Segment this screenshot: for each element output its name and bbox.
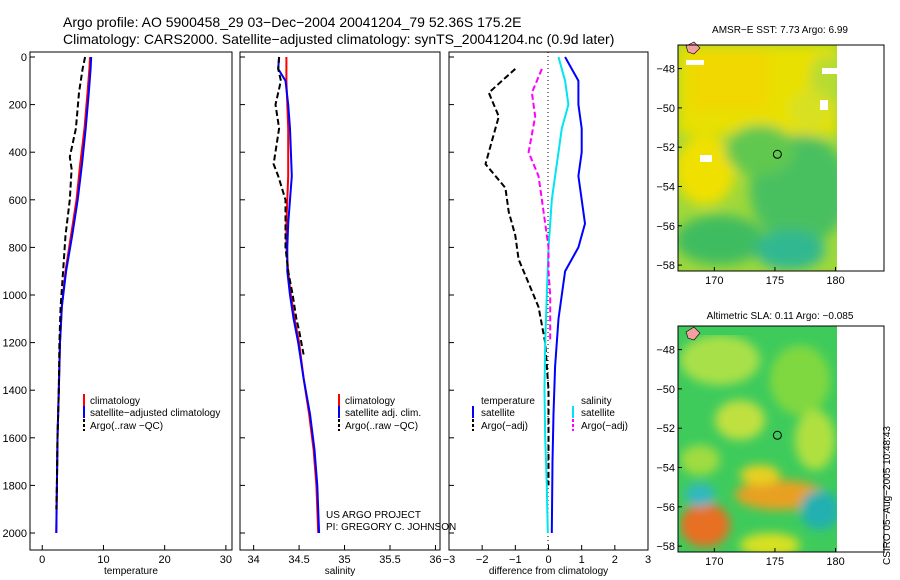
sst-map-title: AMSR−E SST: 7.73 Argo: 6.99: [712, 25, 848, 36]
map-y-tick-label: −48: [656, 64, 675, 76]
series-line: [527, 68, 552, 343]
x-tick-label: 3: [645, 554, 651, 566]
map-x-tick-label: 175: [766, 275, 784, 287]
salinity-legend: climatology satellite adj. clim. Argo(..…: [338, 394, 421, 432]
salinity-plot: 34 34.5 35 35.5 36 salinity: [240, 56, 442, 577]
series-line: [277, 56, 321, 534]
legend-label-sal-satellite: satellite: [581, 408, 615, 419]
land-patch: [685, 326, 701, 341]
map-y-tick-label: −52: [656, 142, 675, 154]
series-line: [285, 57, 320, 534]
temperature-plot: 0 10 20 30 0 200 400 600 800 1000 1200 1400 1600 1800…: [3, 52, 232, 577]
y-tick-label: 600: [9, 195, 27, 207]
legend-label-temp-satellite: satellite: [481, 408, 515, 419]
credit-line-1: US ARGO PROJECT: [326, 510, 421, 521]
x-tick-label: 1: [579, 554, 585, 566]
map-x-tick-label: 170: [705, 275, 723, 287]
x-tick-label: 20: [159, 554, 171, 566]
series-line: [543, 56, 570, 534]
sst-field: [678, 45, 837, 271]
map-x-tick-label: 170: [705, 556, 723, 568]
x-tick-label: −3: [443, 554, 456, 566]
x-tick-label: −2: [476, 554, 489, 566]
map-y-tick-label: −54: [656, 462, 675, 474]
x-axis-label: salinity: [325, 566, 356, 577]
map-y-tick-label: −56: [656, 502, 675, 514]
map-x-tick-label: 180: [826, 556, 844, 568]
series-line: [550, 56, 586, 534]
sla-map-title: Altimetric SLA: 0.11 Argo: −0.085: [707, 311, 854, 322]
x-axis-label: difference from climatology: [489, 566, 608, 577]
map-y-tick-label: −54: [656, 181, 675, 193]
y-tick-label: 400: [9, 147, 27, 159]
series-line: [272, 56, 305, 355]
legend-label-argo: Argo(..raw −QC): [90, 421, 163, 432]
x-tick-label: 0: [39, 554, 45, 566]
x-tick-label: 2: [612, 554, 618, 566]
difference-plot: −3 −2 −1 0 1 2 3 difference from climatology: [443, 56, 651, 577]
sla-field: [678, 326, 837, 552]
x-axis-label: temperature: [104, 566, 158, 577]
map-y-tick-label: −58: [656, 260, 675, 272]
header-line-1: Argo profile: AO 5900458_29 03−Dec−2004 …: [63, 14, 522, 30]
x-tick-label: 0: [545, 554, 551, 566]
x-tick-label: −1: [509, 554, 522, 566]
sla-map-frame: [677, 325, 885, 553]
x-tick-label: 36: [429, 554, 441, 566]
difference-legend: temperature satellite Argo(−adj) salinit…: [472, 396, 628, 432]
map-x-tick-label: 175: [766, 556, 784, 568]
y-tick-label: 200: [9, 100, 27, 112]
legend-label-argo: Argo(..raw −QC): [345, 421, 418, 432]
y-tick-label: 1600: [3, 433, 27, 445]
legend-label-satellite: satellite−adjusted climatology: [90, 408, 220, 419]
x-tick-label: 35: [338, 554, 350, 566]
legend-label-satellite: satellite adj. clim.: [345, 408, 421, 419]
header-line-2: Climatology: CARS2000. Satellite−adjuste…: [63, 31, 614, 47]
x-tick-label: 35.5: [379, 554, 400, 566]
difference-panel: −3 −2 −1 0 1 2 3 difference from climatology: [443, 51, 651, 577]
sst-map-frame: [677, 44, 885, 272]
map-y-tick-label: −48: [656, 345, 675, 357]
x-tick-label: 34.5: [288, 554, 309, 566]
x-tick-label: 34: [248, 554, 260, 566]
map-y-tick-label: −50: [656, 384, 675, 396]
sla-map: Altimetric SLA: 0.11 Argo: −0.085 170 175…: [656, 311, 885, 568]
credit-line-2: PI: GREGORY C. JOHNSON: [326, 522, 456, 533]
float-position-marker: [772, 430, 782, 440]
map-y-tick-label: −56: [656, 221, 675, 233]
map-y-tick-label: −50: [656, 103, 675, 115]
temperature-legend: climatology satellite−adjusted climatolo…: [83, 394, 220, 432]
legend-label-climatology: climatology: [90, 396, 140, 407]
map-y-tick-label: −52: [656, 423, 675, 435]
legend-label-climatology: climatology: [345, 396, 395, 407]
y-tick-label: 1400: [3, 385, 27, 397]
temperature-frame: [29, 51, 233, 551]
y-tick-label: 1800: [3, 480, 27, 492]
y-tick-label: 1200: [3, 338, 27, 350]
map-y-tick-label: −58: [656, 541, 675, 553]
y-tick-label: 800: [9, 242, 27, 254]
sst-map: AMSR−E SST: 7.73 Argo: 6.99 170 175 180 −48…: [656, 25, 885, 287]
legend-label-sal-argo: Argo(−adj): [581, 421, 628, 432]
sst-map-ticks: 170 175 180 −48 −50 −52 −54 −56 −58: [656, 64, 844, 287]
timestamp: CSIRO 05−Aug−2005 10:48:43: [882, 426, 893, 565]
sla-map-ticks: 170 175 180 −48 −50 −52 −54 −56 −58: [656, 345, 844, 568]
temperature-panel: 0 10 20 30 0 200 400 600 800 1000 1200 1400 1600 1800…: [3, 51, 233, 577]
y-tick-label: 0: [21, 52, 27, 64]
float-position-marker: [772, 149, 782, 159]
y-tick-label: 1000: [3, 290, 27, 302]
x-tick-label: 10: [97, 554, 109, 566]
series-line: [484, 68, 550, 486]
salinity-panel: 34 34.5 35 35.5 36 salinity: [239, 51, 442, 577]
legend-heading-salinity: salinity: [581, 396, 612, 407]
legend-label-temp-argo: Argo(−adj): [481, 421, 528, 432]
map-x-tick-label: 180: [826, 275, 844, 287]
x-tick-label: 30: [220, 554, 232, 566]
y-tick-label: 2000: [3, 528, 27, 540]
salinity-frame: [239, 51, 441, 551]
series-line: [55, 56, 87, 510]
legend-heading-temperature: temperature: [481, 396, 535, 407]
